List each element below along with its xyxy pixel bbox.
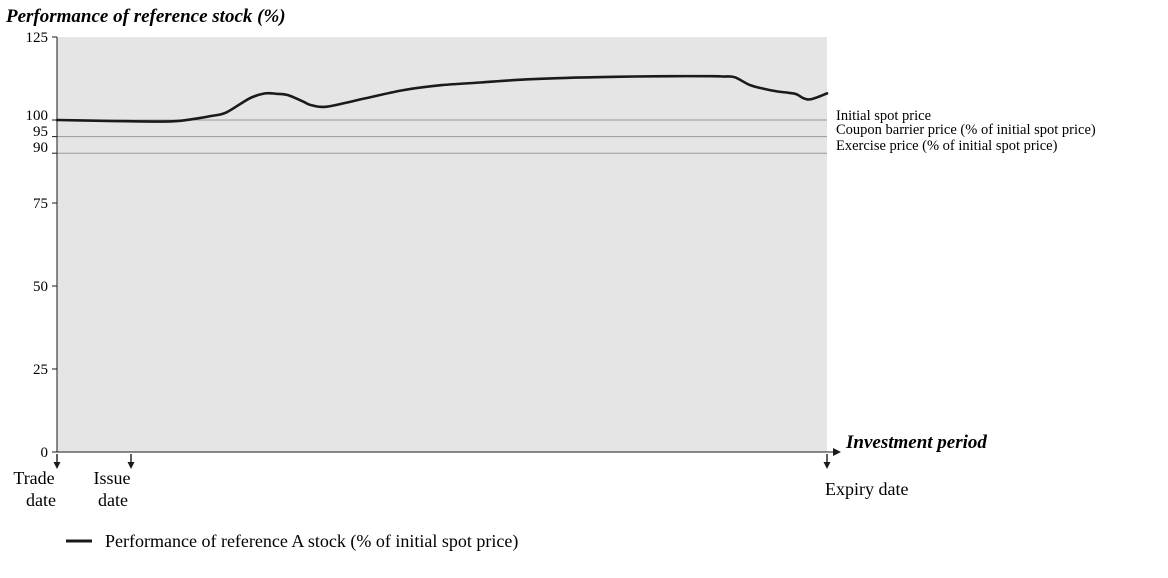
chart-title: Performance of reference stock (%) [5, 6, 286, 27]
y-tick-label: 75 [33, 196, 48, 212]
event-label: Expiry date [825, 479, 908, 499]
legend-label: Performance of reference A stock (% of i… [105, 531, 518, 552]
plot-area [57, 37, 827, 452]
y-tick-label: 25 [33, 362, 48, 378]
reference-line-label: Initial spot price [836, 108, 931, 124]
y-tick-label: 90 [33, 140, 48, 156]
x-axis-arrowhead [833, 448, 841, 456]
series-line [55, 74, 829, 123]
event-arrowhead [127, 462, 135, 469]
event-label: date [26, 490, 56, 510]
y-tick-label: 95 [33, 124, 48, 140]
event-arrowhead [823, 462, 831, 469]
y-tick-label: 0 [41, 445, 49, 461]
y-tick-label: 125 [26, 30, 49, 46]
event-label: Trade [13, 468, 54, 488]
reference-line-label: Coupon barrier price (% of initial spot … [836, 122, 1096, 138]
y-tick-label: 50 [33, 279, 48, 295]
event-label: Issue [94, 468, 131, 488]
y-tick-label: 100 [26, 108, 49, 124]
reference-line-label: Exercise price (% of initial spot price) [836, 138, 1058, 154]
event-arrowhead [53, 462, 61, 469]
x-axis-label: Investment period [845, 432, 987, 453]
event-label: date [98, 490, 128, 510]
